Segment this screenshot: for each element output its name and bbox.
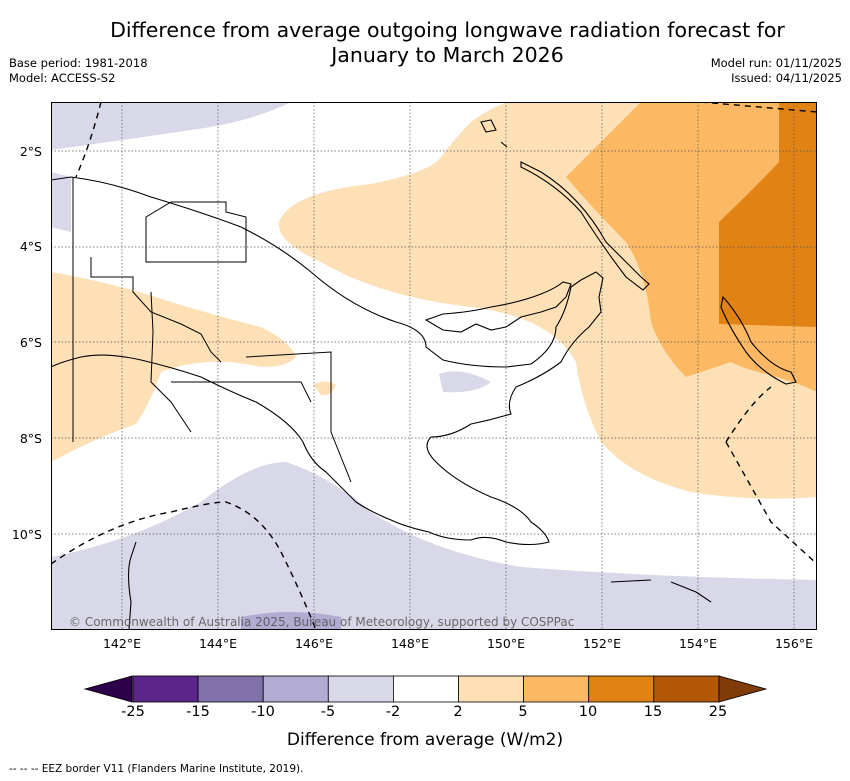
colorbar-segment [458,675,524,703]
title-line-1: Difference from average outgoing longwav… [110,18,785,42]
colorbar-tick-label: -5 [320,704,336,720]
anomaly-area-light-purple-small [439,371,491,393]
copyright-watermark: © Commonwealth of Australia 2025, Bureau… [69,615,574,629]
anomaly-area-light-purple-west [51,172,71,232]
coastline-admiralty-islands [480,119,508,148]
anomaly-area-purple [241,612,341,630]
lon-label-146e: 146°E [294,636,333,651]
lat-label-4s: 4°S [19,239,42,254]
model-name: Model: ACCESS-S2 [9,71,116,85]
anomaly-area-dark-orange [719,102,817,327]
colorbar-over-arrow [718,675,768,703]
coastline-new-ireland [520,161,650,291]
colorbar [83,675,768,703]
metadata-right: Model run: 01/11/2025 Issued: 04/11/2025 [711,56,842,86]
lon-label-150e: 150°E [486,636,525,651]
colorbar-title: Difference from average (W/m2) [286,730,564,750]
colorbar-tick-label: 5 [518,704,528,720]
anomaly-area-light-purple-northwest [51,102,291,150]
anomaly-area-light-purple-south [51,462,817,630]
lat-label-10s: 10°S [11,527,42,542]
base-period: Base period: 1981-2018 [9,56,148,70]
coastline-bougainville [720,295,797,385]
anomaly-area-light-orange-west [51,272,296,462]
metadata-left: Base period: 1981-2018 Model: ACCESS-S2 [9,56,148,86]
coastline-new-britain [424,281,572,333]
lon-label-156e: 156°E [774,636,813,651]
colorbar-tick-label: -25 [121,704,145,720]
colorbar-tick-label: 15 [643,704,663,720]
colorbar-tick-label: 2 [453,704,463,720]
colorbar-segment [392,675,459,703]
colorbar-segment [262,675,329,703]
colorbar-tick-label: -15 [186,704,210,720]
colorbar-segment [132,675,199,703]
colorbar-segment [588,675,655,703]
coastline-southeast-islands [610,579,712,603]
coastline-australia-cape-york [127,541,137,630]
colorbar-tick-label: 25 [708,704,728,720]
lat-label-6s: 6°S [19,335,42,350]
lat-label-8s: 8°S [19,431,42,446]
title-line-2: January to March 2026 [331,43,564,67]
map-frame [51,102,817,630]
provincial-borders [72,177,352,483]
colorbar-tick-label: 10 [578,704,598,720]
map-panel: © Commonwealth of Australia 2025, Bureau… [51,102,817,630]
lon-label-144e: 144°E [198,636,237,651]
anomaly-area-light-orange-small [313,381,336,396]
eez-borders [51,102,817,630]
lat-label-2s: 2°S [19,144,42,159]
lon-label-152e: 152°E [582,636,621,651]
colorbar-segment [653,675,720,703]
colorbar-segment [523,675,590,703]
colorbar-tick-label: -10 [251,704,275,720]
colorbar-tick-label: -2 [385,704,401,720]
colorbar-segment [327,675,394,703]
footnote-eez-legend: -- -- -- EEZ border V11 (Flanders Marine… [9,763,304,775]
coastlines [51,119,797,630]
model-run: Model run: 01/11/2025 [710,56,842,70]
colorbar-under-arrow [83,675,133,703]
lon-label-154e: 154°E [678,636,717,651]
colorbar-segment [197,675,264,703]
chart-title: Difference from average outgoing longwav… [0,18,850,68]
issued-date: Issued: 04/11/2025 [731,71,842,85]
coastline-new-guinea [51,176,604,546]
lon-label-148e: 148°E [390,636,429,651]
lon-label-142e: 142°E [102,636,141,651]
